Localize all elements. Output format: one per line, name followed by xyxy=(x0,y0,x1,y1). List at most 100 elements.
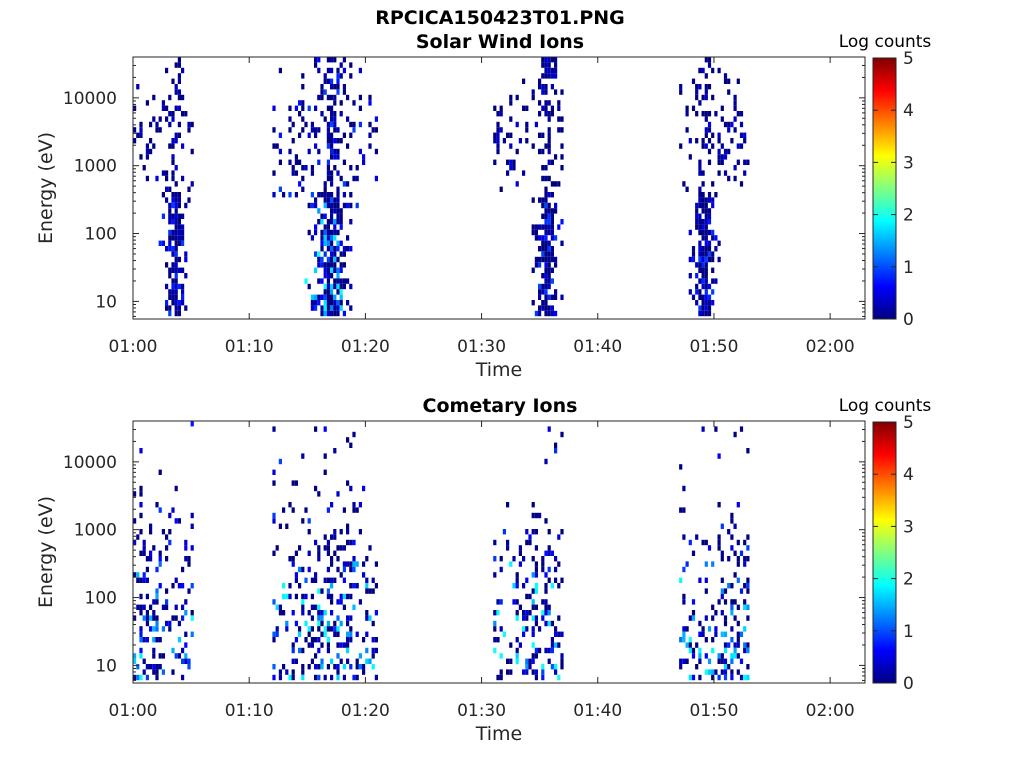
spectrogram-cell xyxy=(333,283,337,290)
spectrogram-cell xyxy=(342,84,346,90)
spectrogram-cell xyxy=(323,289,327,295)
spectrogram-cell xyxy=(330,94,334,101)
spectrogram-cell xyxy=(174,105,178,111)
spectrogram-cell xyxy=(534,121,538,128)
spectrogram-cell xyxy=(171,116,175,122)
spectrogram-cell xyxy=(314,426,318,432)
spectrogram-cell xyxy=(310,165,314,171)
spectrogram-cell xyxy=(339,262,343,268)
spectrogram-cell xyxy=(139,512,143,519)
y-axis-label: Energy (eV) xyxy=(35,132,57,244)
spectrogram-cell xyxy=(336,197,340,203)
spectrogram-cell xyxy=(493,626,497,632)
spectrogram-cell xyxy=(336,138,340,144)
spectrogram-cell xyxy=(339,529,343,535)
spectrogram-cell xyxy=(330,192,334,198)
spectrogram-cell xyxy=(326,310,330,317)
spectrogram-cell xyxy=(288,159,292,165)
spectrogram-cell xyxy=(701,256,705,263)
spectrogram-cell xyxy=(711,67,715,74)
spectrogram-cell xyxy=(155,637,159,643)
spectrogram-cell xyxy=(557,674,561,681)
spectrogram-cell xyxy=(365,631,369,637)
spectrogram-cell xyxy=(330,593,334,600)
spectrogram-cell xyxy=(314,143,318,149)
spectrogram-cell xyxy=(310,637,314,643)
spectrogram-cell xyxy=(136,132,140,138)
spectrogram-cell xyxy=(698,165,702,171)
spectrogram-cell xyxy=(531,631,535,637)
spectrogram-cell xyxy=(317,262,321,268)
spectrogram-cell xyxy=(698,240,702,246)
spectrogram-cell xyxy=(509,561,513,567)
spectrogram-cell xyxy=(168,273,172,279)
spectrogram-cell xyxy=(349,202,353,209)
spectrogram-cell xyxy=(171,267,175,273)
spectrogram-cell xyxy=(336,192,340,198)
spectrogram-cell xyxy=(278,458,282,465)
spectrogram-cell xyxy=(541,610,545,616)
spectrogram-cell xyxy=(730,610,734,616)
spectrogram-cell xyxy=(493,647,497,654)
spectrogram-cell xyxy=(509,143,513,149)
spectrogram-cell xyxy=(171,159,175,165)
spectrogram-cell xyxy=(528,534,532,540)
spectrogram-cell xyxy=(177,73,181,79)
spectrogram-cell xyxy=(525,577,529,583)
spectrogram-cell xyxy=(550,159,554,165)
spectrogram-cell xyxy=(323,305,327,311)
spectrogram-cell xyxy=(136,84,140,90)
spectrogram-cell xyxy=(333,224,337,230)
spectrogram-cell xyxy=(733,647,737,654)
spectrogram-cell xyxy=(323,674,327,681)
spectrogram-cell xyxy=(701,143,705,149)
spectrogram-cell xyxy=(177,89,181,95)
spectrogram-cell xyxy=(320,310,324,317)
spectrogram-cell xyxy=(174,132,178,138)
spectrogram-cell xyxy=(698,213,702,219)
spectrogram-cell xyxy=(554,669,558,675)
spectrogram-cell xyxy=(717,674,721,681)
spectrogram-cell xyxy=(326,165,330,171)
spectrogram-cell xyxy=(330,67,334,74)
spectrogram-cell xyxy=(547,426,551,432)
spectrogram-cell xyxy=(698,67,702,74)
spectrogram-cell xyxy=(352,507,356,513)
spectrogram-cell xyxy=(701,94,705,101)
spectrogram-cell xyxy=(534,235,538,241)
spectrogram-cell xyxy=(723,588,728,594)
spectrogram-cell xyxy=(177,300,181,306)
spectrogram-cell xyxy=(560,219,564,225)
spectrogram-cell xyxy=(304,121,308,128)
spectrogram-cell xyxy=(547,219,551,225)
spectrogram-cell xyxy=(541,561,545,567)
spectrogram-cell xyxy=(184,599,188,605)
spectrogram-cell xyxy=(149,121,153,128)
spectrogram-cell xyxy=(187,127,191,133)
spectrogram-cell xyxy=(323,213,327,219)
spectrogram-cell xyxy=(326,224,330,230)
spectrogram-cell xyxy=(374,583,378,589)
spectrogram-cell xyxy=(181,566,185,573)
spectrogram-cell xyxy=(346,642,350,648)
spectrogram-cell xyxy=(698,289,702,295)
spectrogram-cell xyxy=(704,94,708,101)
spectrogram-cell xyxy=(531,642,535,648)
spectrogram-cell xyxy=(538,197,542,203)
spectrogram-cell xyxy=(531,572,535,578)
spectrogram-cell xyxy=(288,556,292,562)
spectrogram-cell xyxy=(317,550,321,556)
spectrogram-cell xyxy=(707,310,712,317)
spectrogram-cell xyxy=(301,73,305,79)
spectrogram-cell xyxy=(531,658,535,664)
spectrogram-cell xyxy=(330,170,334,176)
spectrogram-cell xyxy=(550,105,554,111)
spectrogram-cell xyxy=(330,57,334,63)
spectrogram-cell xyxy=(165,105,169,111)
spectrogram-cell xyxy=(336,566,340,573)
spectrogram-cell xyxy=(152,653,156,659)
spectrogram-cell xyxy=(557,181,561,187)
spectrogram-cell xyxy=(342,132,346,138)
spectrogram-cell xyxy=(544,213,548,219)
spectrogram-cell xyxy=(534,512,538,519)
